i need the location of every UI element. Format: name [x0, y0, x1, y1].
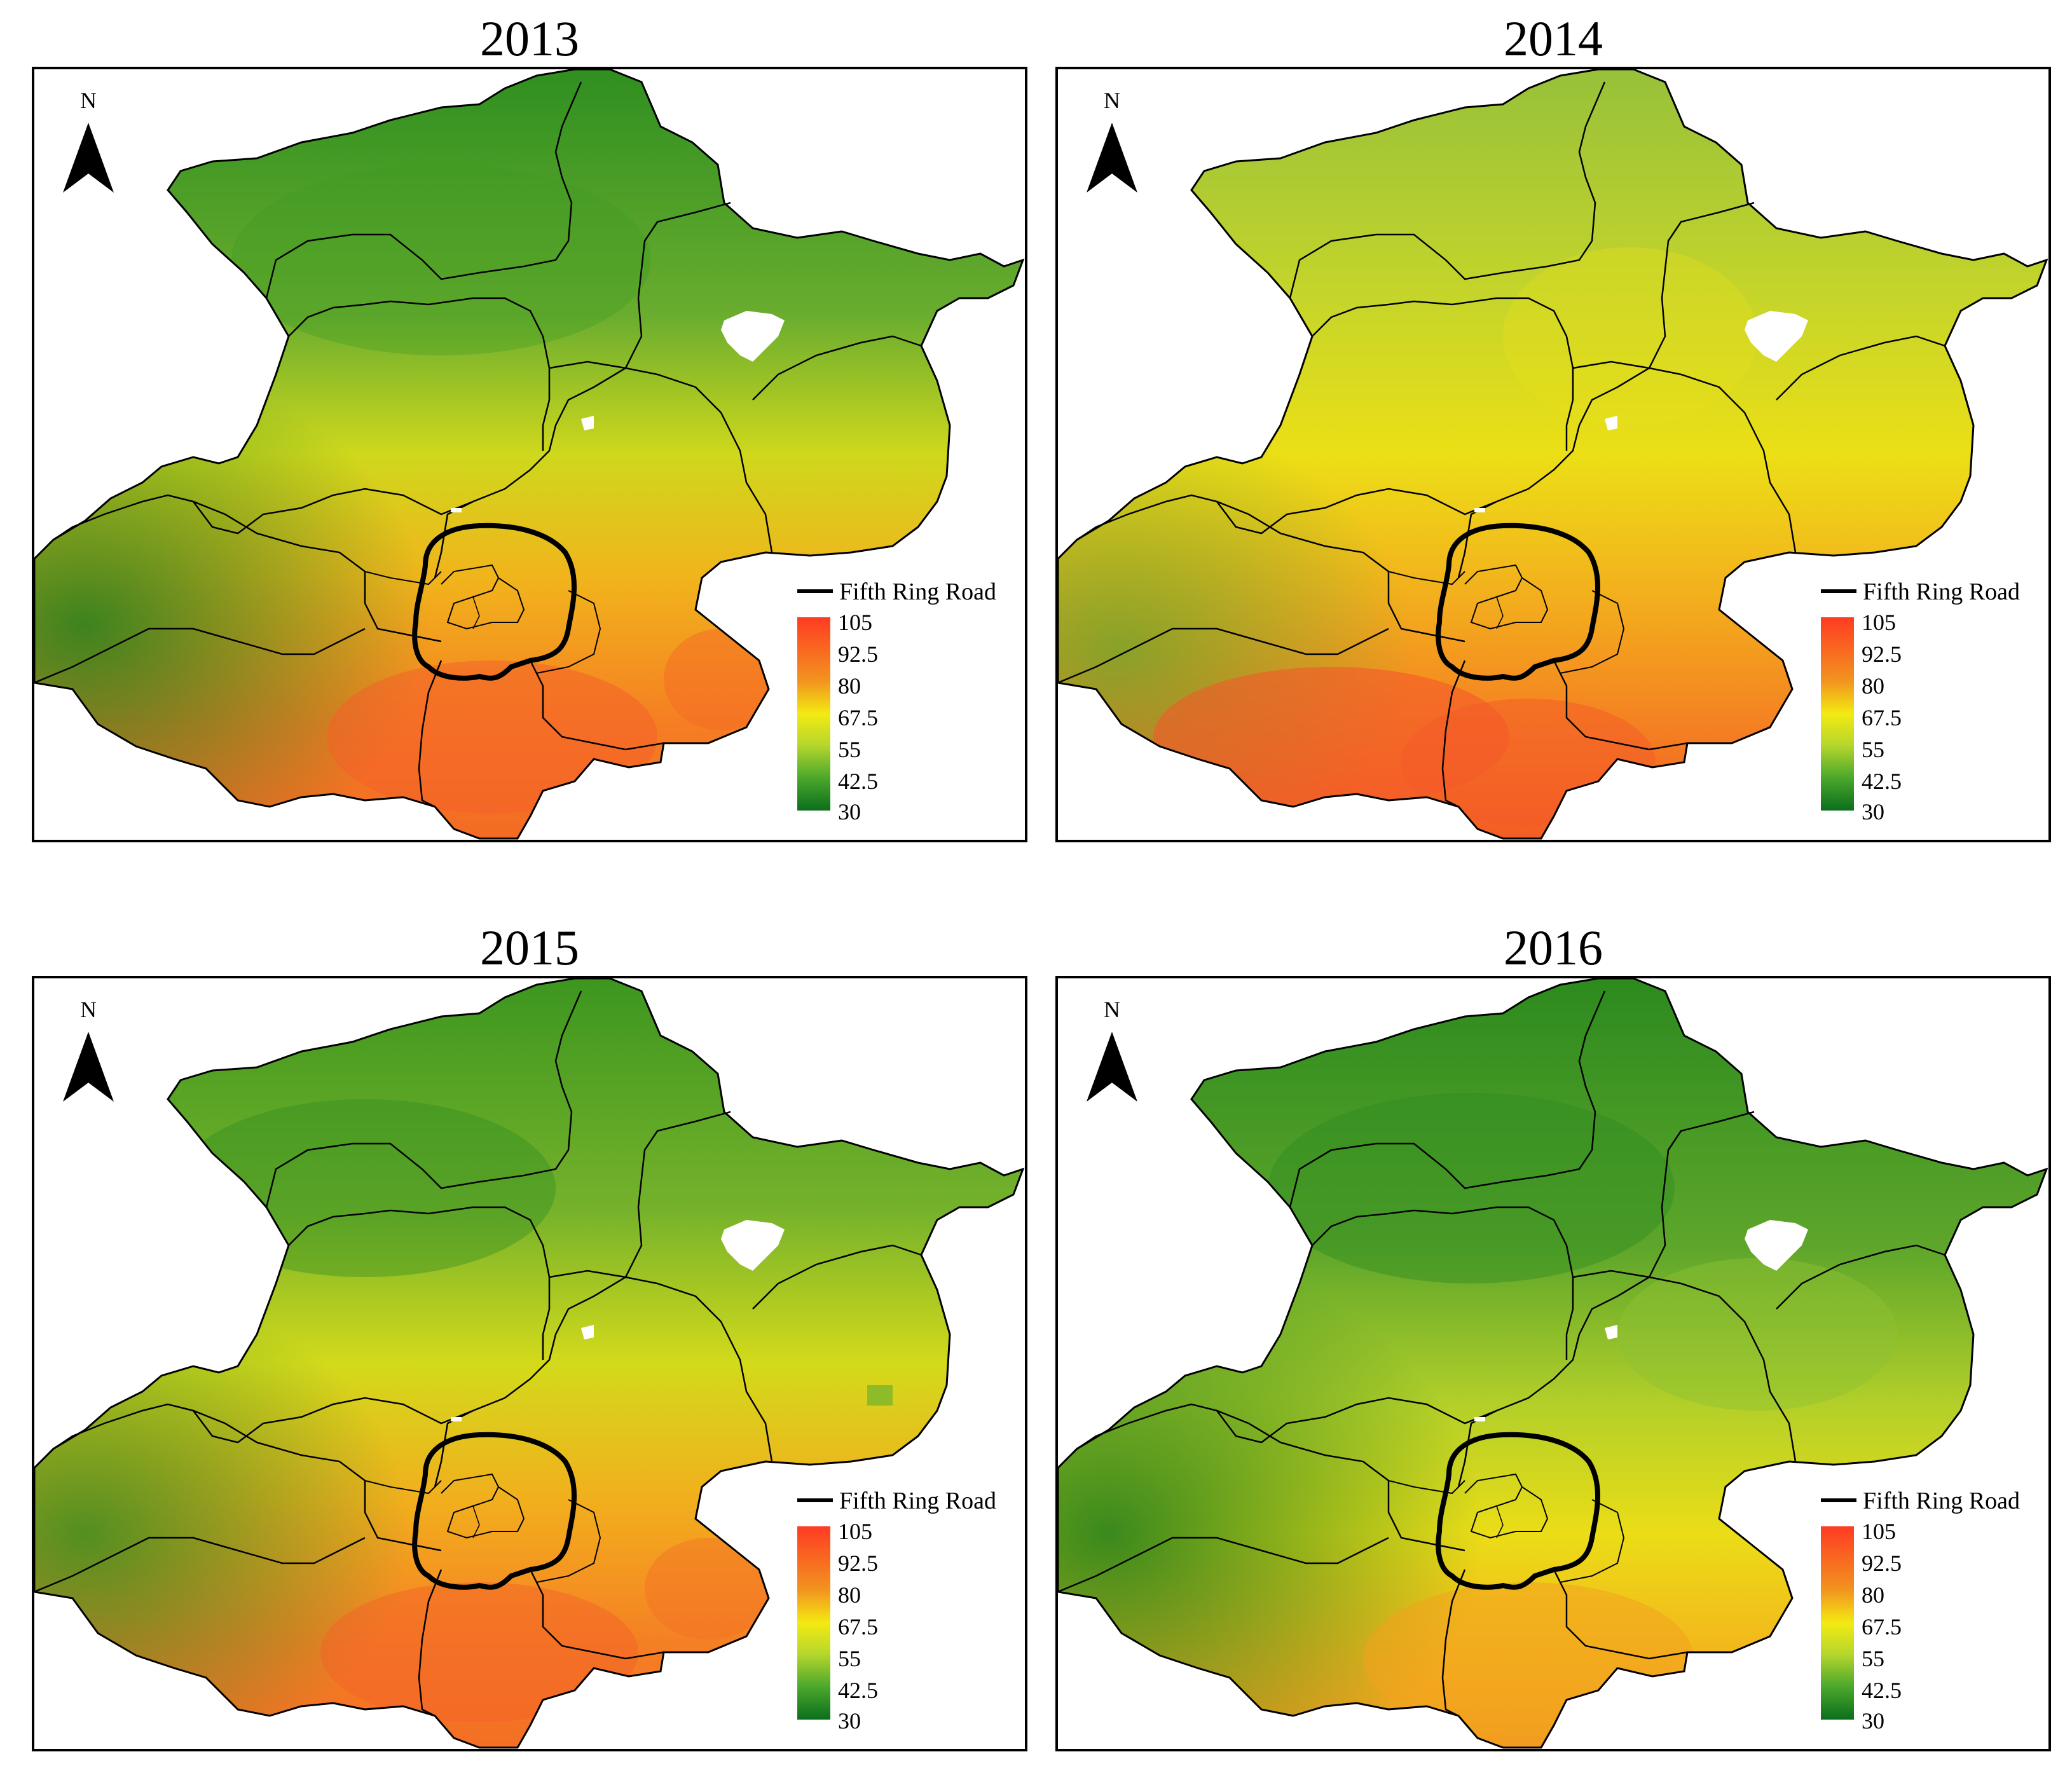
panel-title-2014: 2014	[1504, 11, 1603, 66]
legend-tick: 105	[838, 610, 872, 635]
legend-road-label: Fifth Ring Road	[1863, 578, 2021, 605]
map-panel-2015: N Fifth Ring Road 105 92.5 80 67.5 55 42…	[32, 976, 1027, 1751]
legend-tick: 55	[838, 737, 861, 762]
legend-tick: 30	[1862, 1708, 1884, 1734]
north-arrow: N	[1083, 996, 1141, 1105]
legend-tick: 67.5	[838, 705, 878, 730]
legend-tick: 42.5	[1862, 769, 1902, 794]
color-ramp	[1821, 1526, 1854, 1720]
north-arrow-icon	[63, 1032, 114, 1102]
legend-tick: 30	[838, 799, 861, 825]
legend-tick: 42.5	[838, 1678, 878, 1703]
panel-title-2013: 2013	[480, 11, 579, 66]
fifth-ring-road-line-icon	[797, 589, 833, 593]
legend-tick: 42.5	[838, 769, 878, 794]
legend-tick: 92.5	[838, 641, 878, 667]
legend-tick: 105	[1862, 610, 1896, 635]
legend-tick: 92.5	[1862, 641, 1902, 667]
legend-tick: 55	[1862, 1646, 1884, 1671]
fifth-ring-road-line-icon	[1821, 589, 1856, 593]
map-panel-2013: N Fifth Ring Road 105 92.5 80 67.5 55 42…	[32, 67, 1027, 842]
legend-tick: 42.5	[1862, 1678, 1902, 1703]
north-label: N	[80, 997, 97, 1022]
legend-tick: 92.5	[838, 1551, 878, 1576]
north-arrow: N	[60, 996, 117, 1105]
map-panel-2014: N Fifth Ring Road 105 92.5 80 67.5 55 42…	[1055, 67, 2051, 842]
color-ramp	[1821, 617, 1854, 811]
legend-tick: 80	[1862, 673, 1884, 699]
legend-tick: 80	[838, 1582, 861, 1608]
north-label: N	[1104, 88, 1120, 113]
legend-tick: 80	[838, 673, 861, 699]
legend-tick: 67.5	[1862, 705, 1902, 730]
map-panel-2016: N Fifth Ring Road 105 92.5 80 67.5 55 42…	[1055, 976, 2051, 1751]
legend-tick: 55	[1862, 737, 1884, 762]
north-label: N	[80, 88, 97, 113]
legend-tick: 67.5	[838, 1614, 878, 1640]
fifth-ring-road-line-icon	[1821, 1498, 1856, 1502]
color-ramp	[797, 1526, 830, 1720]
fifth-ring-road-line-icon	[797, 1498, 833, 1502]
legend-tick: 55	[838, 1646, 861, 1671]
color-ramp	[797, 617, 830, 811]
legend-tick: 92.5	[1862, 1551, 1902, 1576]
legend-tick: 80	[1862, 1582, 1884, 1608]
panel-title-2015: 2015	[480, 920, 579, 975]
north-arrow: N	[60, 87, 117, 196]
legend-road-label: Fifth Ring Road	[839, 578, 997, 605]
legend-tick: 105	[1862, 1519, 1896, 1544]
legend-tick: 30	[1862, 799, 1884, 825]
north-arrow-icon	[1087, 123, 1137, 193]
north-arrow-icon	[1087, 1032, 1137, 1102]
legend-tick: 105	[838, 1519, 872, 1544]
panel-title-2016: 2016	[1504, 920, 1603, 975]
north-arrow: N	[1083, 87, 1141, 196]
north-arrow-icon	[63, 123, 114, 193]
north-label: N	[1104, 997, 1120, 1022]
legend-road-label: Fifth Ring Road	[1863, 1488, 2021, 1514]
legend-tick: 67.5	[1862, 1614, 1902, 1640]
legend-tick: 30	[838, 1708, 861, 1734]
legend-road-label: Fifth Ring Road	[839, 1488, 997, 1514]
